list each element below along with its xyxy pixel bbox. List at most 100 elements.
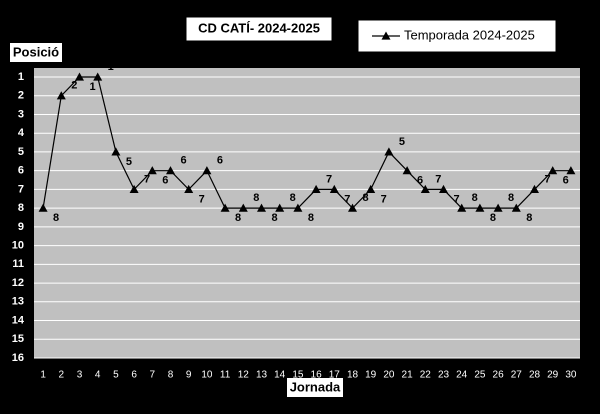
data-label: 8 — [290, 192, 296, 204]
point-marker — [566, 166, 576, 175]
y-tick-label: 1 — [18, 71, 24, 83]
data-label: 5 — [126, 156, 132, 168]
legend-marker — [381, 31, 391, 40]
data-label: 8 — [253, 192, 259, 204]
x-tick-label: 7 — [150, 370, 156, 381]
point-marker — [548, 166, 558, 175]
data-label: 2 — [71, 80, 77, 92]
point-marker — [384, 147, 394, 156]
point-marker — [166, 166, 175, 175]
x-tick-label: 26 — [493, 370, 505, 381]
data-label: 7 — [199, 193, 205, 205]
x-tick-label: 9 — [186, 370, 192, 381]
y-tick-label: 5 — [18, 146, 24, 158]
x-tick-label: 30 — [565, 370, 577, 381]
x-tick-label: 10 — [201, 370, 213, 381]
point-marker — [184, 184, 194, 193]
data-label: 7 — [144, 173, 150, 185]
data-label: 8 — [508, 192, 514, 204]
x-tick-label: 23 — [438, 370, 450, 381]
y-tick-label: 12 — [12, 277, 24, 289]
x-tick-label: 17 — [329, 370, 341, 381]
y-tick-label: 11 — [12, 258, 24, 270]
plot-area — [34, 68, 580, 358]
x-tick-label: 13 — [256, 370, 268, 381]
data-label: 6 — [180, 155, 186, 167]
legend-label: Temporada 2024-2025 — [404, 27, 535, 42]
x-tick-label: 16 — [311, 370, 323, 381]
point-marker — [275, 203, 285, 212]
point-marker — [311, 184, 321, 193]
y-tick-label: 14 — [12, 314, 25, 326]
x-tick-label: 11 — [220, 370, 231, 381]
point-marker — [420, 184, 430, 193]
x-title-box — [287, 378, 343, 397]
y-tick-label: 7 — [18, 183, 24, 195]
data-label: 8 — [235, 212, 241, 224]
x-tick-label: 22 — [420, 370, 432, 381]
point-marker — [202, 166, 212, 175]
data-label: 6 — [417, 175, 423, 187]
data-label: 8 — [53, 212, 59, 224]
x-tick-label: 29 — [547, 370, 559, 381]
point-marker — [147, 166, 157, 175]
x-tick-label: 27 — [511, 370, 523, 381]
chart-title: CD CATÍ- 2024-2025 — [198, 20, 320, 35]
point-marker — [293, 203, 303, 212]
data-label: 1 — [108, 61, 114, 73]
x-tick-label: 18 — [347, 370, 359, 381]
point-marker — [238, 203, 248, 212]
y-tick-label: 15 — [12, 333, 24, 345]
y-axis-title: Posició — [13, 44, 59, 59]
y-tick-label: 16 — [12, 352, 24, 364]
y-tick-label: 10 — [12, 240, 24, 252]
data-label: 7 — [435, 173, 441, 185]
data-label: 8 — [472, 192, 478, 204]
x-tick-label: 21 — [402, 370, 414, 381]
point-marker — [220, 203, 230, 212]
data-label: 7 — [381, 193, 387, 205]
x-tick-label: 6 — [131, 370, 137, 381]
y-tick-label: 6 — [18, 165, 24, 177]
y-tick-label: 9 — [18, 221, 24, 233]
x-tick-label: 2 — [59, 370, 65, 381]
data-label: 8 — [271, 212, 277, 224]
x-tick-label: 1 — [40, 370, 46, 381]
point-marker — [457, 203, 467, 212]
point-marker — [111, 147, 121, 156]
x-tick-label: 19 — [365, 370, 377, 381]
data-label: 6 — [581, 155, 587, 167]
title-box — [185, 16, 333, 42]
data-label: 7 — [544, 173, 550, 185]
point-marker — [493, 203, 503, 212]
x-tick-label: 15 — [292, 370, 304, 381]
x-tick-label: 12 — [238, 370, 250, 381]
data-label: 7 — [344, 193, 350, 205]
point-marker — [366, 184, 376, 193]
point-marker — [38, 203, 48, 212]
x-tick-label: 20 — [383, 370, 395, 381]
x-tick-label: 4 — [95, 370, 101, 381]
point-marker — [56, 91, 66, 100]
y-tick-label: 4 — [18, 127, 25, 139]
x-tick-label: 8 — [168, 370, 174, 381]
data-label: 8 — [308, 212, 314, 224]
point-marker — [75, 72, 84, 81]
x-axis-title: Jornada — [290, 379, 341, 394]
x-tick-label: 14 — [274, 370, 286, 381]
point-marker — [129, 184, 139, 193]
data-label: 7 — [326, 173, 332, 185]
x-tick-label: 5 — [113, 370, 119, 381]
data-label: 7 — [453, 193, 459, 205]
point-marker — [402, 166, 412, 175]
point-marker — [348, 203, 357, 212]
x-tick-label: 28 — [529, 370, 541, 381]
y-tick-label: 3 — [18, 108, 24, 120]
point-marker — [511, 203, 521, 212]
x-tick-label: 24 — [456, 370, 468, 381]
y-tick-label: 13 — [12, 296, 24, 308]
data-label: 8 — [490, 212, 496, 224]
point-marker — [530, 184, 539, 193]
data-label: 8 — [362, 192, 368, 204]
